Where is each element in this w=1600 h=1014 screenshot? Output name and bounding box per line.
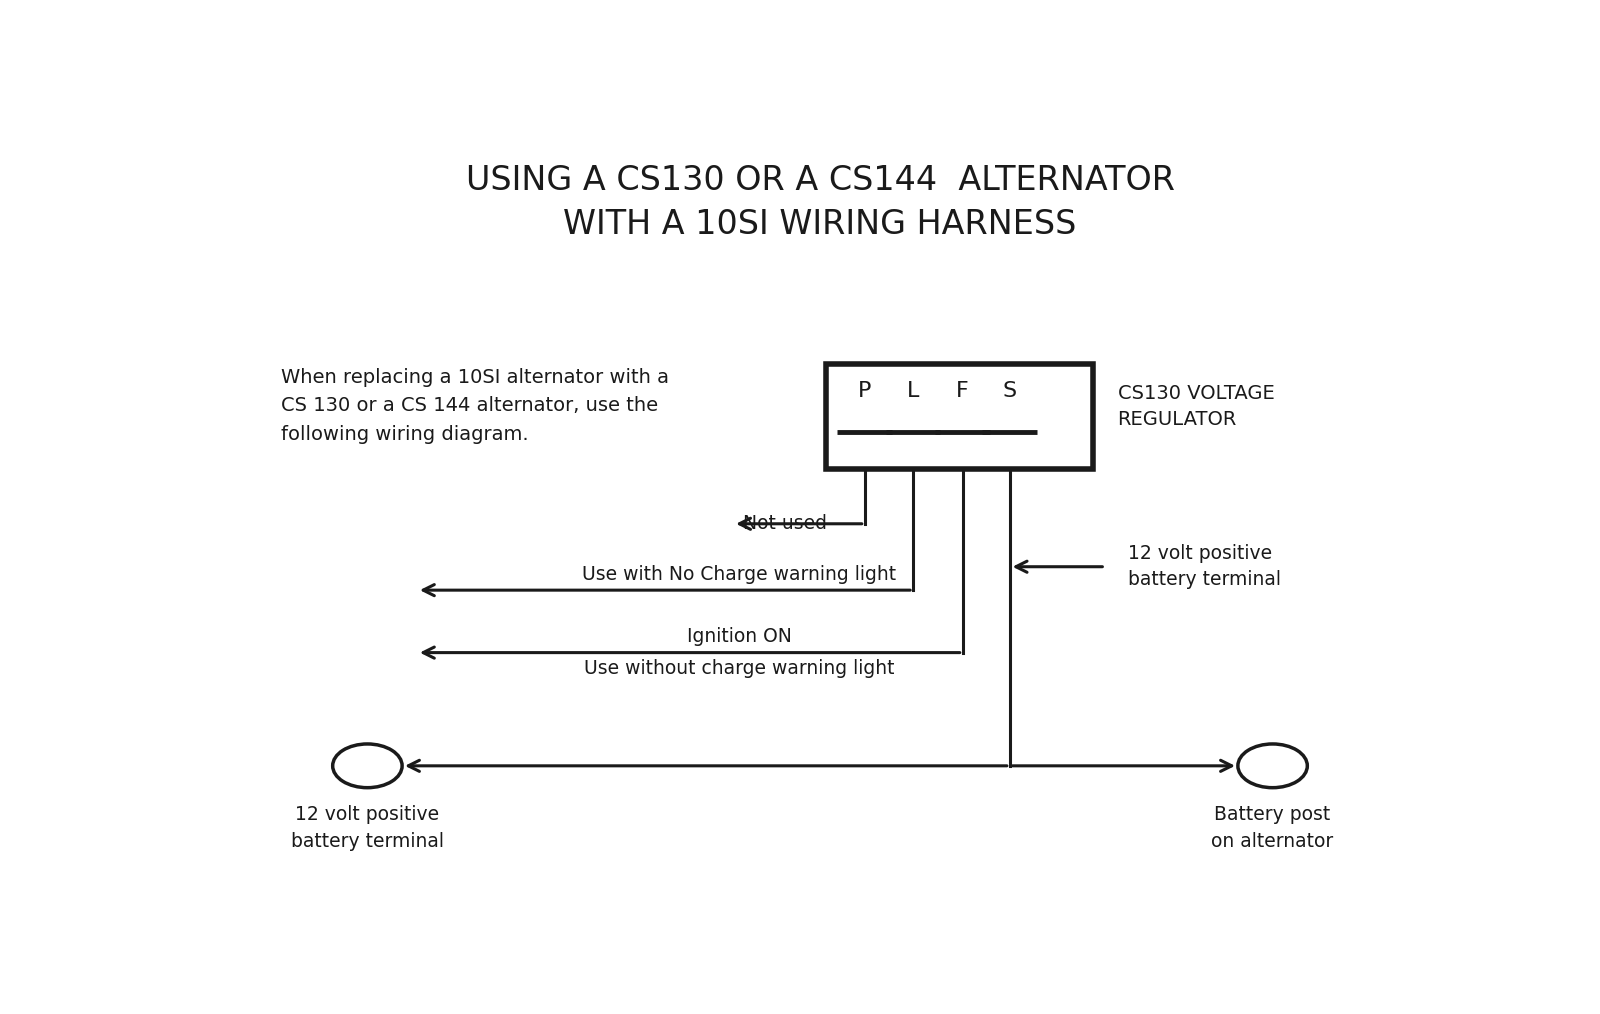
Bar <box>826 364 1093 469</box>
Circle shape <box>333 744 402 788</box>
Text: Battery post
on alternator: Battery post on alternator <box>1211 805 1334 851</box>
Text: CS130 VOLTAGE
REGULATOR: CS130 VOLTAGE REGULATOR <box>1117 384 1274 429</box>
Text: When replacing a 10SI alternator with a
CS 130 or a CS 144 alternator, use the
f: When replacing a 10SI alternator with a … <box>280 368 669 444</box>
Text: F: F <box>957 381 970 402</box>
Text: P: P <box>858 381 872 402</box>
Text: S: S <box>1003 381 1016 402</box>
Text: 12 volt positive
battery terminal: 12 volt positive battery terminal <box>1128 544 1280 589</box>
Text: Ignition ON: Ignition ON <box>686 628 792 646</box>
Circle shape <box>1238 744 1307 788</box>
Text: 12 volt positive
battery terminal: 12 volt positive battery terminal <box>291 805 443 851</box>
Text: Not used: Not used <box>742 514 827 533</box>
Text: Use with No Charge warning light: Use with No Charge warning light <box>582 565 896 584</box>
Text: WITH A 10SI WIRING HARNESS: WITH A 10SI WIRING HARNESS <box>563 208 1077 241</box>
Text: USING A CS130 OR A CS144  ALTERNATOR: USING A CS130 OR A CS144 ALTERNATOR <box>466 163 1174 197</box>
Text: L: L <box>907 381 918 402</box>
Text: Use without charge warning light: Use without charge warning light <box>584 659 894 677</box>
